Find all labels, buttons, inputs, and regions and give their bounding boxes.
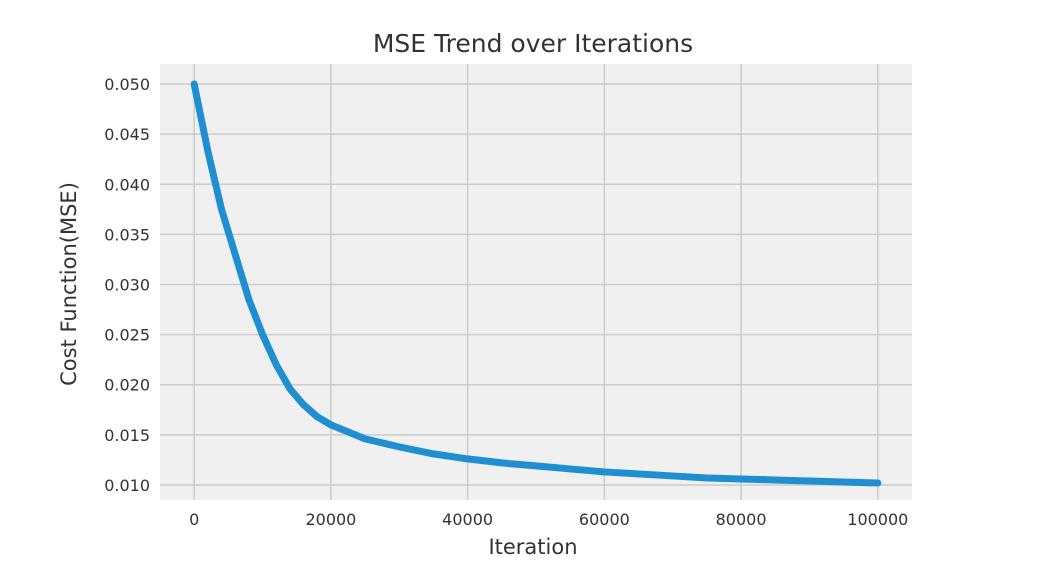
y-axis-label: Cost Function(MSE) xyxy=(57,182,81,386)
y-axis-ticks: 0.010 0.015 0.020 0.025 0.030 0.035 0.040 0.045… xyxy=(104,75,150,495)
y-tick-label: 0.030 xyxy=(104,276,150,295)
series-points xyxy=(190,80,882,487)
data-point xyxy=(218,205,225,213)
data-point xyxy=(231,251,239,258)
x-tick-label: 40000 xyxy=(442,510,493,529)
data-point xyxy=(840,478,848,486)
data-point xyxy=(771,476,779,484)
x-tick-label: 0 xyxy=(189,510,199,529)
x-axis-label: Iteration xyxy=(488,535,577,559)
data-point xyxy=(600,468,608,476)
data-point xyxy=(806,477,813,485)
data-point xyxy=(361,435,369,443)
data-point xyxy=(498,459,506,467)
series-layer xyxy=(190,80,882,487)
data-point xyxy=(313,413,321,421)
data-point xyxy=(566,465,574,473)
data-point xyxy=(300,401,307,409)
y-tick-label: 0.035 xyxy=(104,225,150,244)
data-point xyxy=(669,472,677,480)
y-tick-label: 0.025 xyxy=(104,326,150,345)
data-point xyxy=(259,331,266,339)
y-tick-label: 0.020 xyxy=(104,376,150,395)
data-point xyxy=(245,296,253,303)
data-point xyxy=(430,450,437,458)
data-point xyxy=(737,475,745,483)
y-tick-label: 0.010 xyxy=(104,476,150,495)
data-point xyxy=(464,455,472,463)
chart-title: MSE Trend over Iterations xyxy=(373,29,693,58)
x-tick-label: 60000 xyxy=(579,510,630,529)
x-tick-label: 80000 xyxy=(716,510,767,529)
data-point xyxy=(874,479,882,487)
x-tick-label: 100000 xyxy=(847,510,908,529)
y-tick-label: 0.015 xyxy=(104,426,150,445)
data-point xyxy=(327,421,335,429)
y-tick-label: 0.050 xyxy=(104,75,150,94)
plot-area xyxy=(160,64,912,500)
x-tick-label: 20000 xyxy=(305,510,356,529)
data-point xyxy=(272,361,280,369)
data-point xyxy=(190,80,198,88)
data-point xyxy=(635,470,642,478)
data-point xyxy=(532,462,540,470)
y-tick-label: 0.045 xyxy=(104,125,150,144)
data-point xyxy=(395,443,403,451)
x-axis-ticks: 0 20000 40000 60000 80000 100000 xyxy=(189,510,908,529)
data-point xyxy=(286,385,294,393)
data-point xyxy=(703,474,711,482)
y-tick-label: 0.040 xyxy=(104,175,150,194)
data-point xyxy=(204,147,212,155)
